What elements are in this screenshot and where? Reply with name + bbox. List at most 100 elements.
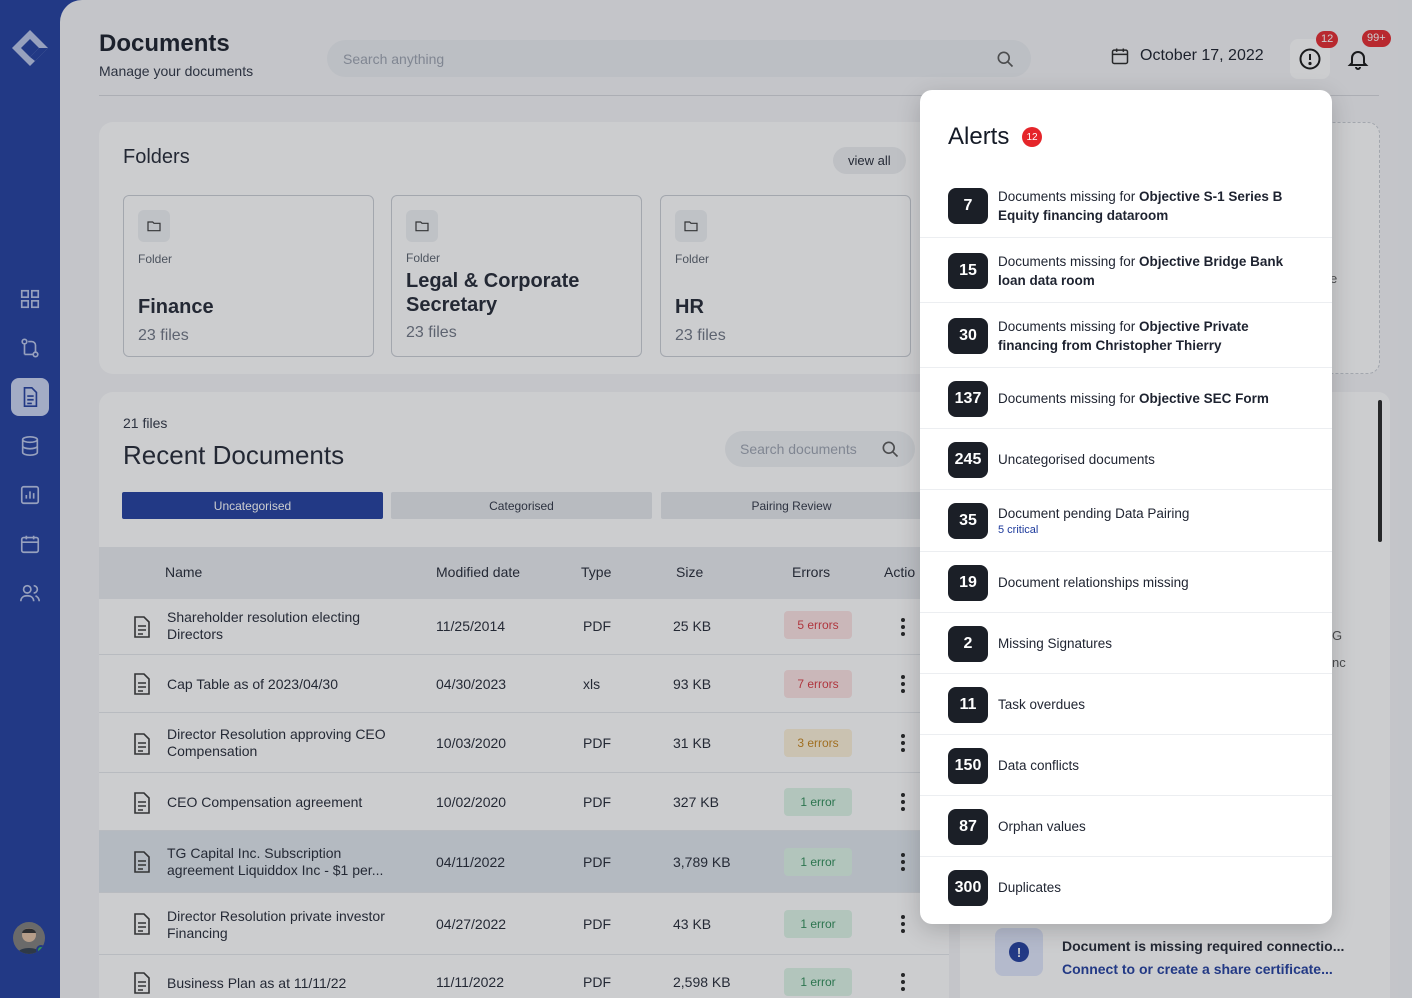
alerts-popup: Alerts 12 7 Documents missing for Object… <box>920 90 1332 924</box>
folder-file-count: 23 files <box>138 327 189 344</box>
alert-item[interactable]: 7 Documents missing for Objective S-1 Se… <box>920 175 1332 238</box>
scrollbar[interactable] <box>1378 400 1382 542</box>
modified-date: 10/02/2020 <box>436 794 507 810</box>
alert-item[interactable]: 19 Document relationships missing <box>920 552 1332 613</box>
folder-name: Legal & Corporate Secretary <box>406 270 580 316</box>
alerts-count-badge: 12 <box>1316 31 1339 48</box>
more-actions-icon[interactable] <box>895 732 911 754</box>
file-size: 93 KB <box>673 676 712 692</box>
folder-label: Folder <box>138 252 173 266</box>
errors-badge[interactable]: 5 errors <box>784 611 852 639</box>
alert-item[interactable]: 245 Uncategorised documents <box>920 429 1332 490</box>
nav-calendar-icon[interactable] <box>11 525 49 563</box>
tab-pairing-review[interactable]: Pairing Review <box>661 492 922 519</box>
column-modified-date[interactable]: Modified date <box>436 564 521 580</box>
table-row[interactable]: Director Resolution private investor Fin… <box>99 893 949 955</box>
global-search-input[interactable]: Search anything <box>327 40 1031 77</box>
right-panel-fragment: e <box>1330 271 1338 286</box>
folders-card: Folders view all Folder Finance 23 files… <box>99 122 949 374</box>
alert-item[interactable]: 150 Data conflicts <box>920 735 1332 796</box>
folder-card-hr[interactable]: Folder HR 23 files <box>660 195 911 357</box>
view-all-button[interactable]: view all <box>833 147 906 174</box>
search-documents-input[interactable]: Search documents <box>725 431 915 467</box>
app-logo-icon[interactable] <box>9 28 51 70</box>
notifications-button[interactable] <box>1338 39 1378 79</box>
alert-item[interactable]: 11 Task overdues <box>920 674 1332 735</box>
more-actions-icon[interactable] <box>895 673 911 695</box>
alert-critical-link[interactable]: 5 critical <box>998 524 1039 536</box>
avatar[interactable] <box>13 922 45 954</box>
folder-label: Folder <box>406 251 441 265</box>
document-icon <box>132 972 152 994</box>
alert-count: 19 <box>948 565 988 601</box>
recent-documents-card: 21 files Recent Documents Search documen… <box>99 392 949 998</box>
alert-circle-icon <box>1299 48 1321 70</box>
errors-badge[interactable]: 7 errors <box>784 670 852 698</box>
alert-item[interactable]: 2 Missing Signatures <box>920 613 1332 674</box>
notifications-count-badge: 99+ <box>1362 30 1391 47</box>
file-type: PDF <box>583 794 611 810</box>
more-actions-icon[interactable] <box>895 616 911 638</box>
more-actions-icon[interactable] <box>895 913 911 935</box>
folder-card-legal[interactable]: Folder Legal & Corporate Secretary 23 fi… <box>391 195 642 357</box>
file-size: 31 KB <box>673 735 712 751</box>
notice-title: Document is missing required connectio..… <box>1062 938 1345 954</box>
column-type[interactable]: Type <box>581 564 612 580</box>
errors-badge[interactable]: 1 error <box>784 848 852 876</box>
tab-uncategorised[interactable]: Uncategorised <box>122 492 383 519</box>
alert-item[interactable]: 87 Orphan values <box>920 796 1332 857</box>
table-row[interactable]: TG Capital Inc. Subscription agreement L… <box>99 831 949 893</box>
notice-link[interactable]: Connect to or create a share certificate… <box>1062 961 1333 977</box>
column-size[interactable]: Size <box>676 564 704 580</box>
page-title: Documents <box>99 30 230 57</box>
table-row[interactable]: CEO Compensation agreement 10/02/2020 PD… <box>99 773 949 831</box>
modified-date: 11/11/2022 <box>436 974 504 990</box>
column-name[interactable]: Name <box>165 564 203 580</box>
nav-documents-icon[interactable] <box>11 378 49 416</box>
alert-item[interactable]: 30 Documents missing for Objective Priva… <box>920 303 1332 368</box>
errors-badge[interactable]: 1 error <box>784 968 852 996</box>
errors-badge[interactable]: 1 error <box>784 788 852 816</box>
table-row[interactable]: Shareholder resolution electing Director… <box>99 599 949 655</box>
more-actions-icon[interactable] <box>895 851 911 873</box>
nav-workflow-icon[interactable] <box>11 329 49 367</box>
column-actions[interactable]: Actio <box>884 564 916 580</box>
nav-users-icon[interactable] <box>11 574 49 612</box>
document-name: Cap Table as of 2023/04/30 <box>167 676 338 692</box>
file-type: xls <box>583 676 601 692</box>
alert-item[interactable]: 137 Documents missing for Objective SEC … <box>920 368 1332 429</box>
document-name: Shareholder resolution electing Director… <box>167 609 361 642</box>
alert-item[interactable]: 15 Documents missing for Objective Bridg… <box>920 238 1332 303</box>
alert-item[interactable]: 35 Document pending Data Pairing 5 critic… <box>920 490 1332 552</box>
nav-database-icon[interactable] <box>11 427 49 465</box>
document-icon <box>132 851 152 873</box>
table-row[interactable]: Cap Table as of 2023/04/30 04/30/2023 xl… <box>99 655 949 713</box>
info-icon: ! <box>995 928 1043 976</box>
table-row[interactable]: Director Resolution approving CEO Compen… <box>99 713 949 773</box>
missing-connection-notice[interactable]: ! Document is missing required connectio… <box>995 928 1355 984</box>
table-header: Name Modified date Type Size Errors Acti… <box>99 547 949 599</box>
table-row[interactable]: Business Plan as at 11/11/22 11/11/2022 … <box>99 955 949 998</box>
nav-dashboard-icon[interactable] <box>11 280 49 318</box>
column-errors[interactable]: Errors <box>792 564 831 580</box>
document-name: Director Resolution approving CEO Compen… <box>167 726 386 759</box>
more-actions-icon[interactable] <box>895 791 911 813</box>
folder-name: HR <box>675 296 704 318</box>
file-size: 327 KB <box>673 794 719 810</box>
folder-icon <box>675 210 707 242</box>
tab-categorised[interactable]: Categorised <box>391 492 652 519</box>
nav-reports-icon[interactable] <box>11 476 49 514</box>
alert-item[interactable]: 300 Duplicates <box>920 857 1332 924</box>
errors-badge[interactable]: 3 errors <box>784 729 852 757</box>
alert-text: Missing Signatures <box>998 636 1113 651</box>
errors-badge[interactable]: 1 error <box>784 910 852 938</box>
search-icon <box>997 51 1014 67</box>
alert-count: 30 <box>948 318 988 354</box>
alert-text: Orphan values <box>998 819 1086 834</box>
more-actions-icon[interactable] <box>895 971 911 993</box>
alert-count: 150 <box>948 748 988 784</box>
alert-count: 35 <box>948 503 988 539</box>
folder-file-count: 23 files <box>675 327 726 344</box>
folder-card-finance[interactable]: Folder Finance 23 files <box>123 195 374 357</box>
page-subtitle: Manage your documents <box>99 63 254 79</box>
